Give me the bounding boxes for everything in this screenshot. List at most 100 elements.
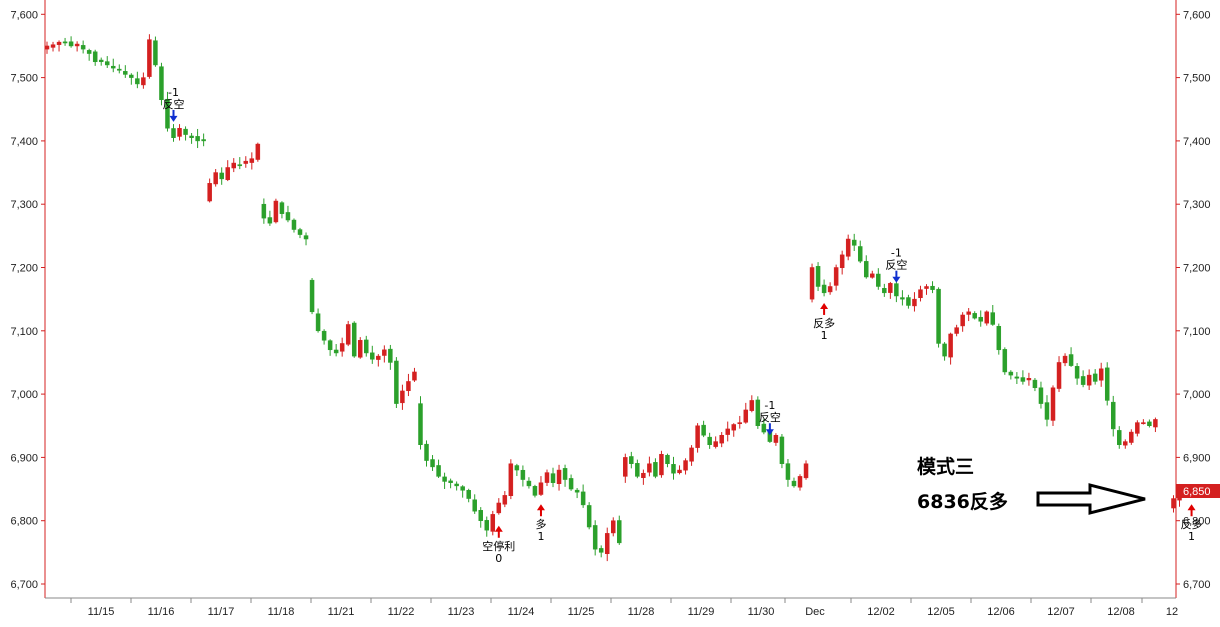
candle (653, 458, 658, 479)
candle (785, 458, 791, 487)
candle (1104, 362, 1110, 406)
candle-body (62, 41, 68, 44)
candle (376, 354, 381, 367)
candle-body (147, 39, 152, 77)
candle (948, 332, 953, 365)
candle (623, 453, 628, 483)
x-tick-label: 11/15 (88, 606, 115, 618)
last-price-badge: 6,850 (1176, 484, 1220, 498)
candle-body (1098, 368, 1104, 381)
candle (833, 264, 839, 291)
candle (954, 324, 959, 337)
candle (562, 464, 568, 487)
y-tick-label-right: 6,700 (1183, 579, 1211, 591)
candle (544, 469, 550, 487)
candle (502, 491, 508, 508)
candle-body (635, 463, 640, 477)
candle-body (611, 520, 616, 534)
x-axis: 11/15 11/16 11/17 11/18 11/21 11/22 11/23 11/24… (70, 598, 1178, 618)
candle-body (177, 127, 182, 137)
candle (219, 167, 224, 185)
candle (1092, 369, 1098, 385)
candle (1123, 439, 1128, 449)
annotation-line: 空停利 (482, 539, 515, 553)
y-tick-label-right: 7,500 (1183, 73, 1211, 85)
candle-body (86, 50, 92, 54)
candle-body (520, 469, 526, 480)
x-tick-label: 11/16 (148, 606, 175, 618)
candle (213, 169, 218, 187)
candle-body (189, 135, 194, 138)
y-axis-left: 6,700 6,800 6,900 7,000 7,100 7,200 7,300 7,400… (10, 9, 45, 591)
candle-body (580, 491, 586, 506)
candle-body (502, 495, 508, 505)
candle-body (1110, 401, 1116, 430)
candle (906, 294, 911, 309)
x-tick-label: 12/06 (987, 606, 1015, 618)
last-price-label: 6,850 (1183, 486, 1211, 498)
candle (333, 344, 339, 357)
candle (520, 465, 526, 487)
arrow-icon (1036, 483, 1146, 515)
y-tick-label-right: 7,200 (1183, 263, 1211, 275)
candle-body (544, 472, 550, 483)
annotation-line: 反空 (163, 97, 185, 111)
candle-body (460, 486, 465, 491)
candle-body (171, 128, 176, 138)
candle (749, 395, 755, 413)
candle (442, 472, 447, 489)
candle-body (430, 459, 435, 468)
candle-body (1135, 422, 1140, 434)
candle (586, 502, 592, 530)
candle-body (129, 74, 134, 78)
candle-body (556, 469, 562, 484)
candle (701, 420, 706, 438)
candle (1068, 347, 1074, 367)
annotation-line: 1 (537, 530, 544, 543)
candle (641, 469, 646, 485)
y-tick-label-right: 7,000 (1183, 389, 1211, 401)
candle (695, 423, 700, 453)
candle (1086, 369, 1092, 390)
candle-body (454, 483, 459, 487)
candle (791, 477, 797, 488)
candle-body (68, 41, 74, 47)
candle-body (984, 311, 989, 324)
candle-body (954, 327, 959, 334)
candle (821, 279, 827, 297)
candle (960, 312, 965, 332)
candle (713, 436, 718, 449)
candle (1098, 362, 1104, 387)
candle-body (960, 314, 965, 327)
candle-body (141, 77, 146, 86)
candle-body (436, 465, 441, 477)
candle-body (659, 453, 664, 476)
candle-body (406, 381, 411, 392)
candle-body (207, 183, 212, 202)
y-tick-label-left: 7,400 (10, 136, 38, 148)
candle (659, 450, 664, 478)
candle (117, 64, 122, 74)
candle-body (1104, 367, 1110, 401)
candle (1147, 419, 1152, 428)
candle-body (803, 463, 809, 479)
candle (604, 527, 610, 562)
candle (568, 474, 574, 491)
candle-body (412, 371, 417, 381)
candle (677, 465, 682, 475)
candle-body (1056, 362, 1062, 389)
candle-body (629, 456, 634, 464)
candle (538, 476, 544, 496)
candle (725, 421, 730, 442)
candle (339, 337, 345, 357)
signal-annotation: -1反空 (759, 399, 781, 436)
candle-body (111, 65, 116, 69)
candle (1008, 370, 1014, 380)
candle (1153, 417, 1158, 433)
candle-body (851, 239, 857, 246)
candle (1014, 372, 1020, 385)
candle-body (1074, 366, 1080, 379)
candle-body (839, 254, 845, 269)
candle (629, 451, 634, 469)
candle-body (400, 390, 405, 404)
